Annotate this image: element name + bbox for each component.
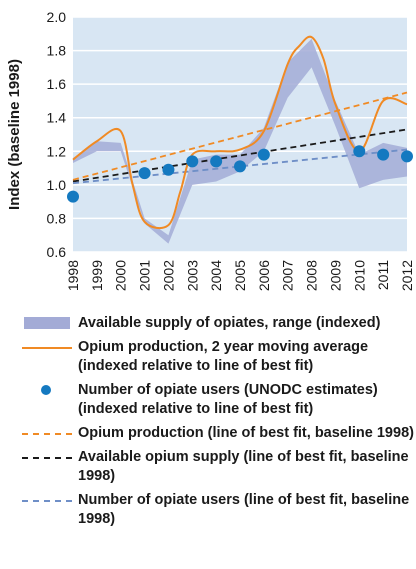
best-fit-line	[72, 91, 408, 181]
x-tick-label: 2002	[160, 260, 176, 291]
opiate-users-point	[67, 190, 79, 203]
legend-label: Opium production, 2 year moving average …	[78, 339, 369, 374]
series-layer	[67, 35, 413, 244]
y-tick-label: 1.2	[47, 143, 67, 159]
y-tick-label: 1.6	[47, 76, 67, 92]
legend-swatch-band	[22, 314, 72, 333]
x-tick-label: 2000	[113, 260, 129, 291]
y-tick-label: 1.0	[47, 177, 67, 193]
legend-swatch-dot	[22, 381, 72, 400]
x-tick-label: 1999	[89, 260, 105, 291]
x-axis-tick-labels: 1998 1999 2000 2001 2002 2003 2004 2005 2006 2007…	[65, 260, 415, 291]
legend: Available supply of opiates, range (inde…	[22, 314, 414, 529]
legend-item-users-estimates: Number of opiate users (UNODC estimates)…	[22, 381, 414, 419]
legend-label: Available opium supply (line of best fit…	[78, 449, 409, 484]
opiate-users-point	[162, 163, 175, 176]
legend-item-production-fit: Opium production (line of best fit, base…	[22, 424, 414, 443]
y-tick-label: 1.8	[47, 43, 67, 59]
best-fit-line	[72, 128, 408, 183]
y-axis-label: Index (baseline 1998)	[6, 59, 23, 210]
legend-swatch-blue-dashed	[22, 491, 72, 510]
opiate-users-point	[257, 148, 270, 161]
legend-swatch-orange-dashed	[22, 424, 72, 443]
x-tick-label: 2010	[351, 260, 367, 291]
x-tick-label: 2007	[280, 260, 296, 291]
x-tick-label: 2005	[232, 260, 248, 291]
opiate-users-point	[377, 148, 390, 161]
legend-label: Number of opiate users (UNODC estimates)…	[78, 382, 378, 417]
legend-item-supply-range: Available supply of opiates, range (inde…	[22, 314, 414, 333]
x-tick-label: 2012	[399, 260, 415, 291]
x-tick-label: 2003	[184, 260, 200, 291]
legend-label: Opium production (line of best fit, base…	[78, 425, 414, 441]
legend-item-users-fit: Number of opiate users (line of best fit…	[22, 491, 414, 529]
legend-item-production-average: Opium production, 2 year moving average …	[22, 338, 414, 376]
plot-area	[73, 17, 407, 252]
opiates-index-chart: 0.6 0.8 1.0 1.2 1.4 1.6 1.8 2.0 1998 1999 2000 200…	[6, 9, 415, 291]
x-tick-label: 2011	[375, 260, 391, 290]
y-tick-label: 0.6	[47, 244, 67, 260]
x-tick-label: 2006	[256, 260, 272, 291]
opiate-users-point	[138, 167, 151, 180]
opiate-users-point	[353, 145, 366, 158]
x-tick-label: 1998	[65, 260, 81, 291]
y-axis-tick-labels: 0.6 0.8 1.0 1.2 1.4 1.6 1.8 2.0	[47, 9, 67, 260]
opiate-users-point	[234, 160, 246, 173]
x-tick-label: 2009	[327, 260, 343, 291]
opiate-users-point	[186, 155, 199, 168]
opiate-users-point	[401, 150, 413, 163]
legend-label: Number of opiate users (line of best fit…	[78, 492, 410, 527]
legend-swatch-solid-line	[22, 338, 72, 357]
x-tick-label: 2004	[208, 260, 224, 291]
y-tick-label: 0.8	[47, 210, 67, 226]
legend-item-supply-fit: Available opium supply (line of best fit…	[22, 448, 414, 486]
y-tick-label: 1.4	[47, 110, 67, 126]
legend-swatch-black-dashed	[22, 448, 72, 467]
legend-label: Available supply of opiates, range (inde…	[78, 315, 381, 331]
x-tick-label: 2008	[304, 260, 320, 291]
gridlines	[73, 16, 407, 253]
supply-range-band	[73, 38, 407, 244]
production-moving-average-line	[72, 35, 408, 230]
y-tick-label: 2.0	[47, 9, 67, 25]
x-tick-label: 2001	[137, 260, 153, 291]
best-fit-line	[72, 148, 408, 185]
opiate-users-point	[210, 155, 223, 168]
